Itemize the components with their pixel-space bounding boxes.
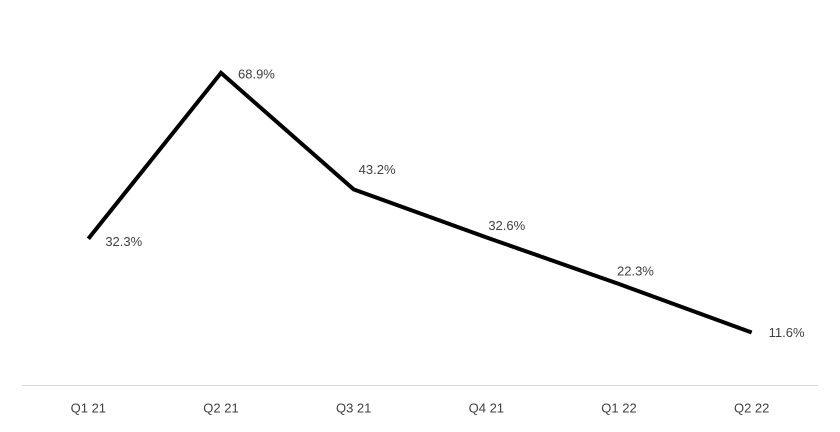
data-label: 32.6%: [488, 218, 525, 233]
data-label: 11.6%: [769, 325, 805, 340]
data-label: 22.3%: [617, 263, 654, 278]
x-tick-label: Q4 21: [469, 400, 504, 415]
data-label: 43.2%: [359, 162, 396, 177]
data-label: 32.3%: [105, 234, 142, 249]
x-tick-label: Q2 22: [734, 400, 769, 415]
data-label: 68.9%: [238, 66, 275, 81]
data-line: [86, 70, 753, 335]
x-tick-label: Q1 22: [601, 400, 636, 415]
x-tick-label: Q1 21: [71, 400, 106, 415]
x-tick-label: Q2 21: [203, 400, 238, 415]
x-tick-label: Q3 21: [336, 400, 371, 415]
